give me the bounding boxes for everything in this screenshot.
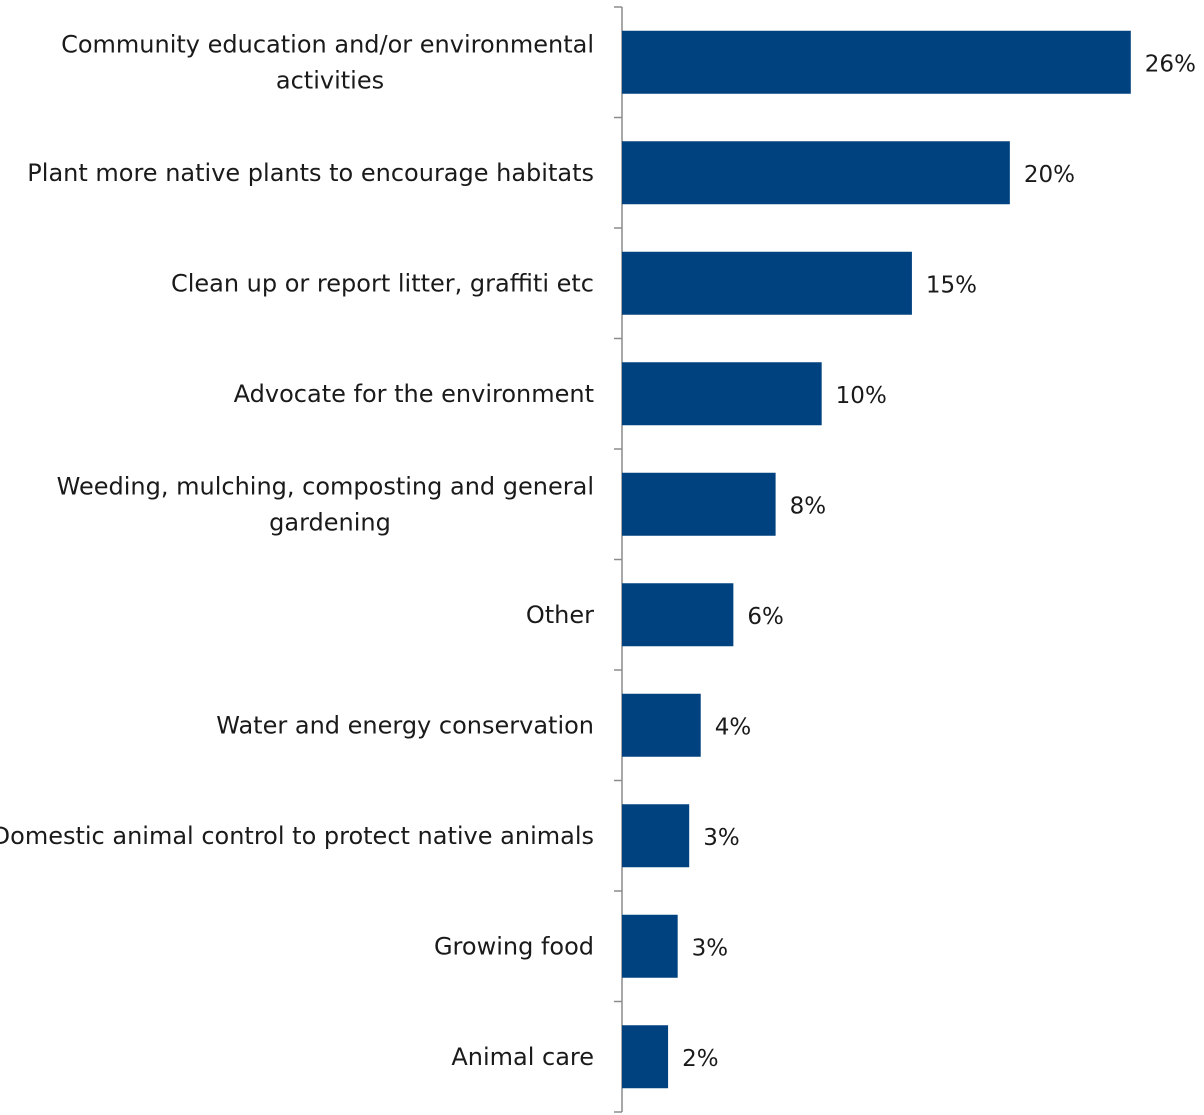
bar <box>622 583 734 647</box>
value-label: 2% <box>682 1046 719 1072</box>
category-label: Community education and/or environmental… <box>61 30 594 94</box>
category-label: Other <box>526 601 594 629</box>
category-label: Weeding, mulching, composting and genera… <box>57 472 594 536</box>
bar <box>622 472 776 536</box>
category-label: Animal care <box>451 1043 594 1071</box>
category-label: Advocate for the environment <box>234 380 594 408</box>
category-labels: Community education and/or environmental… <box>0 30 594 1071</box>
category-label: Clean up or report litter, graffiti etc <box>171 269 594 297</box>
value-label: 4% <box>715 714 752 740</box>
value-labels: 26% 20% 15% 10% 8% 6% 4% 3% 3% 2% <box>682 51 1196 1072</box>
category-label: Domestic animal control to protect nativ… <box>0 822 594 850</box>
value-label: 15% <box>926 272 977 298</box>
bar <box>622 251 912 315</box>
bar <box>622 30 1131 94</box>
value-label: 3% <box>692 935 729 961</box>
value-label: 8% <box>790 493 827 519</box>
bar <box>622 141 1010 205</box>
value-label: 6% <box>747 604 784 630</box>
bar <box>622 804 690 868</box>
category-label: Growing food <box>434 932 594 960</box>
bars <box>622 30 1131 1089</box>
bar <box>622 1025 669 1089</box>
value-label: 10% <box>836 383 887 409</box>
category-axis <box>614 6 623 1113</box>
value-label: 3% <box>703 825 740 851</box>
category-label: Plant more native plants to encourage ha… <box>27 159 594 187</box>
value-label: 26% <box>1145 51 1196 77</box>
bar <box>622 693 701 757</box>
bar <box>622 362 822 426</box>
category-label: Water and energy conservation <box>216 711 594 739</box>
value-label: 20% <box>1024 162 1075 188</box>
bar <box>622 914 678 978</box>
